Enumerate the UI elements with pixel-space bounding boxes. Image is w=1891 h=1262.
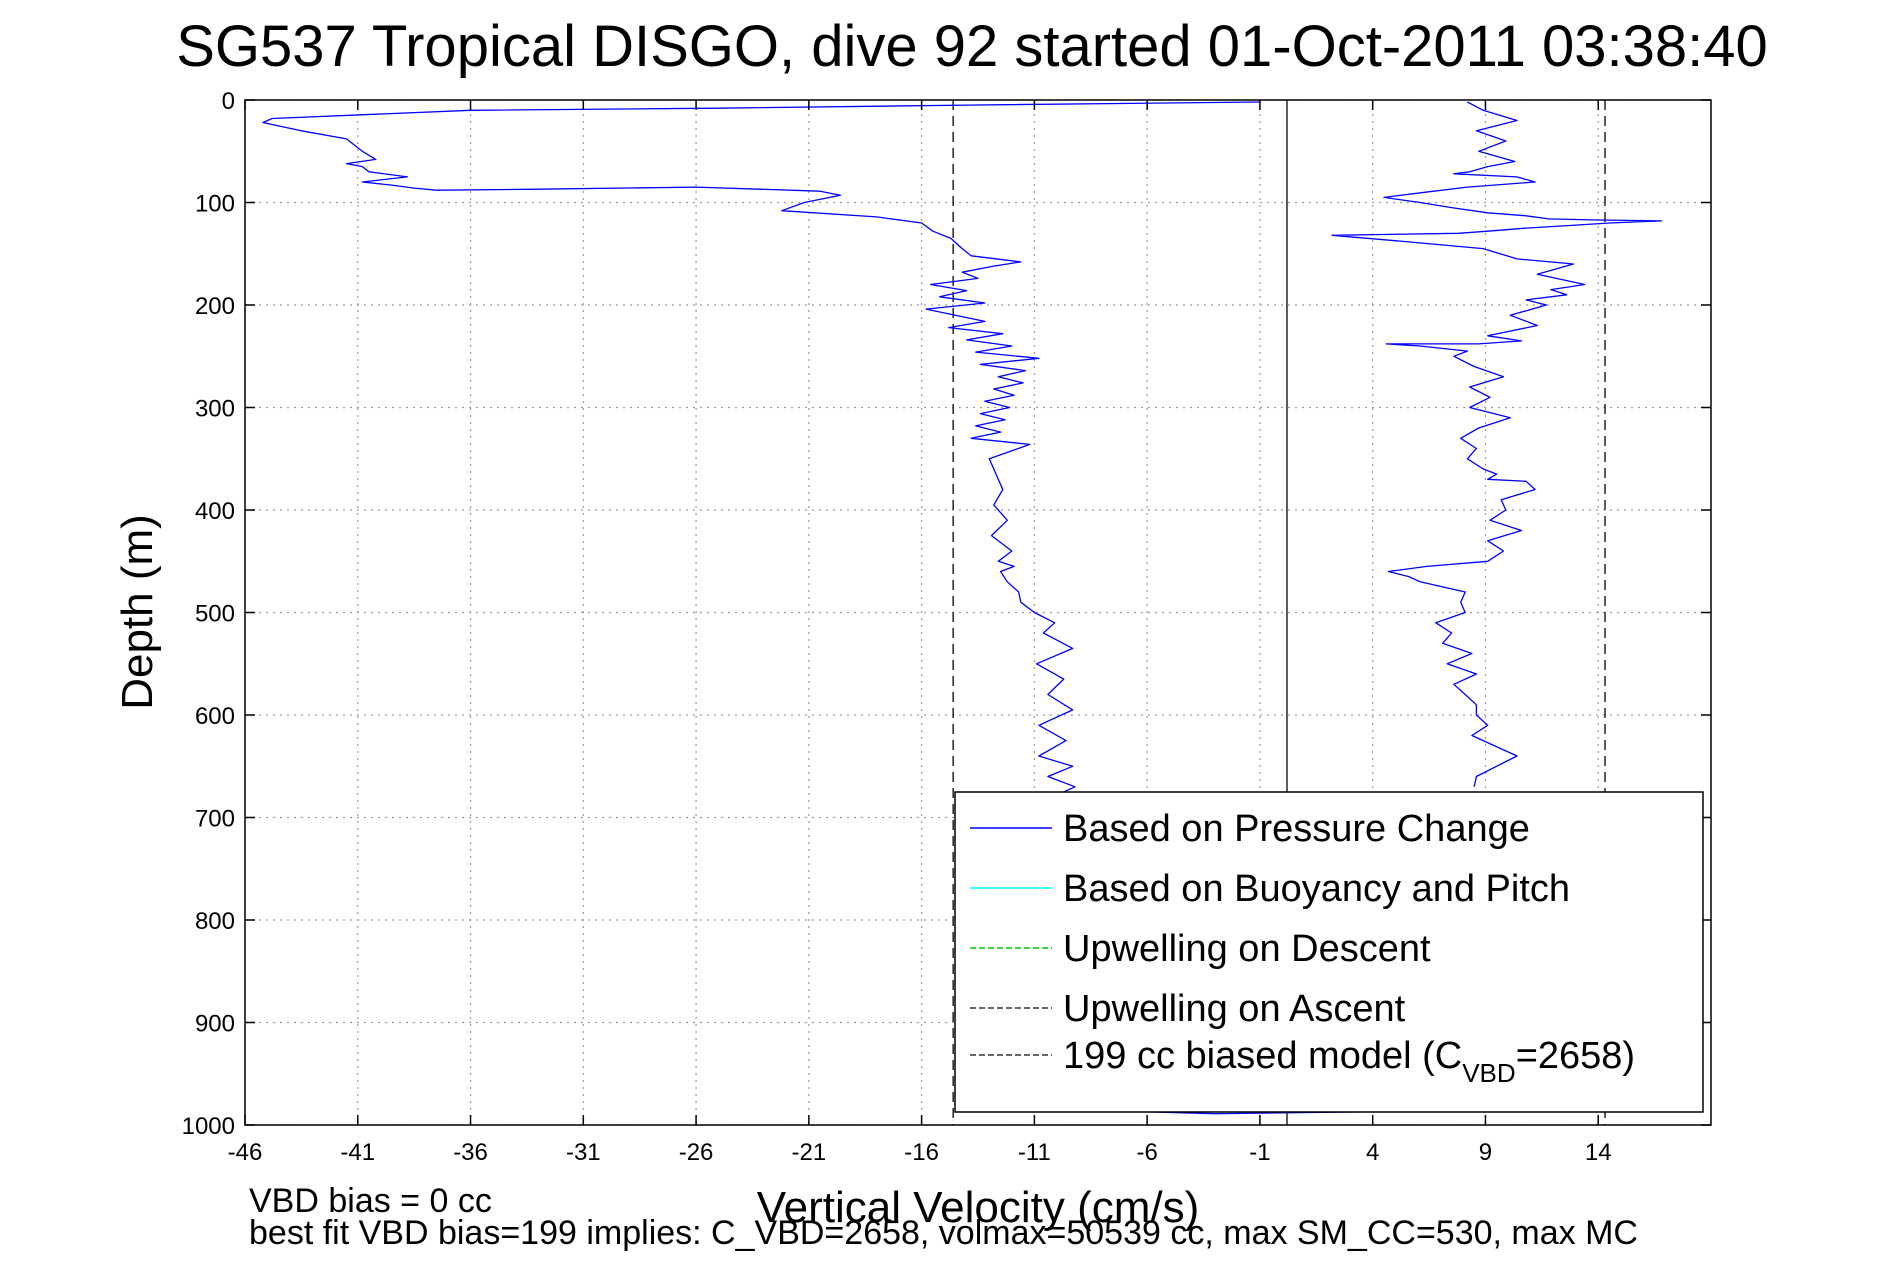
x-tick-label: -21	[792, 1139, 827, 1166]
chart-title: SG537 Tropical DISGO, dive 92 started 01…	[176, 14, 1768, 79]
x-tick-label: -6	[1136, 1139, 1157, 1166]
series-line	[1331, 101, 1663, 787]
y-tick-label: 300	[195, 396, 235, 423]
x-axis-label: Vertical Velocity (cm/s)	[757, 1183, 1200, 1232]
y-tick-label: 1000	[182, 1113, 235, 1140]
y-tick-label: 800	[195, 908, 235, 935]
x-tick-label: -1	[1249, 1139, 1270, 1166]
y-tick-label: 100	[195, 191, 235, 218]
x-tick-label: -26	[679, 1139, 714, 1166]
x-tick-label: -11	[1018, 1139, 1051, 1166]
y-tick-label: 500	[195, 601, 235, 628]
x-tick-label: -31	[566, 1139, 601, 1166]
x-tick-label: -36	[453, 1139, 488, 1166]
legend-label: 199 cc biased model (CVBD=2658)	[1063, 1035, 1635, 1088]
x-tick-label: -16	[904, 1139, 939, 1166]
legend: Based on Pressure Change Based on Buoyanc…	[954, 791, 1704, 1113]
y-tick-label: 200	[195, 293, 235, 320]
y-axis-ticks: 0 100 200 300 400 500 600 700 800 900 1000	[182, 88, 1711, 1140]
footer-line-1: VBD bias = 0 cc	[249, 1182, 492, 1220]
x-axis-ticks: -46 -41 -36 -31 -26 -21 -16 -11 -6 -1 4 9 14	[228, 100, 1612, 1166]
legend-label: Upwelling on Ascent	[1063, 988, 1406, 1030]
y-tick-label: 0	[222, 88, 235, 115]
series-line	[262, 101, 1260, 819]
x-tick-label: 9	[1479, 1139, 1492, 1166]
x-tick-label: 4	[1366, 1139, 1379, 1166]
x-tick-label: -41	[340, 1139, 375, 1166]
x-tick-label: -46	[228, 1139, 263, 1166]
legend-label: Based on Buoyancy and Pitch	[1063, 868, 1570, 910]
footer-line-2: best fit VBD bias=199 implies: C_VBD=265…	[249, 1214, 1638, 1252]
y-tick-label: 900	[195, 1011, 235, 1038]
y-tick-label: 700	[195, 806, 235, 833]
legend-label: Based on Pressure Change	[1063, 808, 1530, 850]
x-tick-label: 14	[1585, 1139, 1612, 1166]
y-tick-label: 400	[195, 498, 235, 525]
legend-box	[954, 791, 1704, 1113]
y-tick-label: 600	[195, 703, 235, 730]
legend-label: Upwelling on Descent	[1063, 928, 1431, 970]
y-axis-label: Depth (m)	[113, 514, 162, 710]
